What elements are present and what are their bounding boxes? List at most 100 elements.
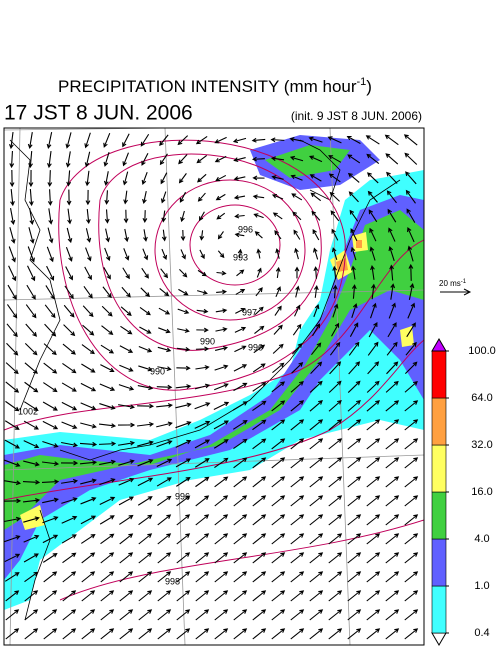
title: PRECIPITATION INTENSITY (mm hour-1) — [58, 76, 372, 97]
wind-arrow — [136, 422, 155, 427]
wind-arrow — [10, 188, 15, 207]
wind-arrow — [347, 476, 362, 488]
colorbar: 0.4 1.0 4.0 16.0 32.0 64.0 100.0 — [431, 338, 496, 646]
wind-arrow — [196, 308, 209, 314]
wind-arrow — [81, 552, 96, 564]
wind-arrow — [103, 267, 111, 280]
wind-arrow — [80, 402, 97, 411]
wind-arrow — [180, 229, 186, 242]
wind-arrow — [214, 552, 229, 564]
wind-arrow — [24, 590, 39, 602]
wind-arrow — [60, 460, 79, 466]
wind-arrow — [370, 265, 375, 280]
wind-arrow — [347, 380, 361, 393]
wind-arrow — [290, 514, 305, 526]
wind-arrow — [271, 419, 286, 431]
wind-arrow — [119, 345, 134, 353]
wind-arrow — [252, 363, 266, 373]
wind-arrow — [118, 477, 135, 486]
wind-arrow — [25, 323, 38, 337]
wind-arrow — [176, 365, 191, 371]
wind-arrow — [141, 267, 149, 279]
wind-arrow — [23, 401, 39, 411]
wind-arrow — [328, 173, 341, 183]
wind-arrow — [328, 476, 343, 488]
wind-arrow — [214, 495, 229, 507]
wind-arrow — [328, 495, 343, 507]
wind-arrow — [404, 361, 418, 375]
wind-arrow — [43, 609, 58, 621]
wind-field — [4, 131, 419, 640]
wind-arrow — [351, 265, 356, 280]
wind-arrow — [404, 476, 419, 488]
wind-arrow — [251, 156, 265, 162]
wind-arrow — [157, 366, 172, 372]
wind-arrow — [271, 381, 286, 393]
wind-arrow — [23, 460, 40, 467]
wind-arrow — [366, 172, 379, 184]
wind-arrow — [388, 246, 395, 262]
wind-arrow — [271, 438, 286, 450]
wind-arrow — [329, 341, 341, 356]
contour-label: 996 — [248, 342, 263, 352]
wind-arrow — [195, 514, 210, 526]
wind-arrow — [271, 514, 286, 526]
wind-arrow — [176, 476, 191, 487]
wind-arrow — [312, 229, 320, 241]
contour-label: 993 — [233, 252, 248, 262]
rain-orange — [336, 240, 362, 272]
wind-arrow — [387, 208, 397, 223]
wind-arrow — [41, 479, 60, 485]
wind-arrow — [332, 284, 338, 299]
wind-arrow — [138, 590, 153, 602]
wind-arrow — [349, 322, 359, 337]
wind-arrow — [331, 322, 340, 337]
wind-arrow — [175, 439, 192, 448]
wind-arrow — [328, 609, 343, 621]
wind-arrow — [61, 421, 78, 429]
wind-arrow — [347, 438, 362, 450]
wind-arrow — [350, 228, 358, 242]
wind-arrow — [295, 285, 300, 298]
wind-arrow — [28, 227, 35, 244]
wind-arrow — [404, 571, 419, 583]
wind-arrow — [42, 420, 59, 430]
wind-arrow — [80, 382, 97, 392]
wind-arrow — [271, 400, 286, 412]
wind-arrow — [253, 344, 266, 354]
wind-arrow — [85, 170, 90, 187]
wind-arrow — [62, 362, 77, 374]
wind-arrow — [271, 571, 286, 583]
wind-arrow — [213, 420, 229, 430]
wind-arrow — [310, 361, 323, 375]
map-frame — [3, 127, 425, 646]
wind-arrow — [177, 328, 190, 333]
wind-arrow — [84, 266, 92, 281]
wind-arrow — [99, 383, 116, 391]
wind-arrow — [175, 384, 192, 389]
wind-arrow — [252, 476, 267, 488]
wind-arrow — [85, 247, 92, 262]
wind-arrow — [61, 401, 78, 411]
wind-arrow — [120, 306, 132, 316]
wind-arrow — [22, 479, 41, 485]
wind-arrow — [275, 266, 281, 279]
wind-arrow — [138, 533, 153, 545]
wind-arrow — [294, 266, 300, 279]
wind-arrow — [256, 267, 262, 278]
wind-arrow — [100, 344, 115, 354]
wind-arrow — [351, 284, 357, 299]
wind-arrow — [385, 153, 399, 165]
wind-arrow — [386, 171, 398, 184]
title-end: ) — [366, 77, 372, 96]
wind-arrow — [142, 210, 148, 224]
wind-arrow — [214, 457, 229, 469]
wind-arrow — [233, 157, 246, 162]
wind-arrow — [104, 190, 110, 205]
wind-arrow — [328, 380, 342, 393]
wind-arrow — [309, 438, 324, 450]
wind-arrow — [385, 380, 399, 393]
wind-arrow — [292, 211, 302, 221]
wind-arrow — [143, 229, 148, 242]
